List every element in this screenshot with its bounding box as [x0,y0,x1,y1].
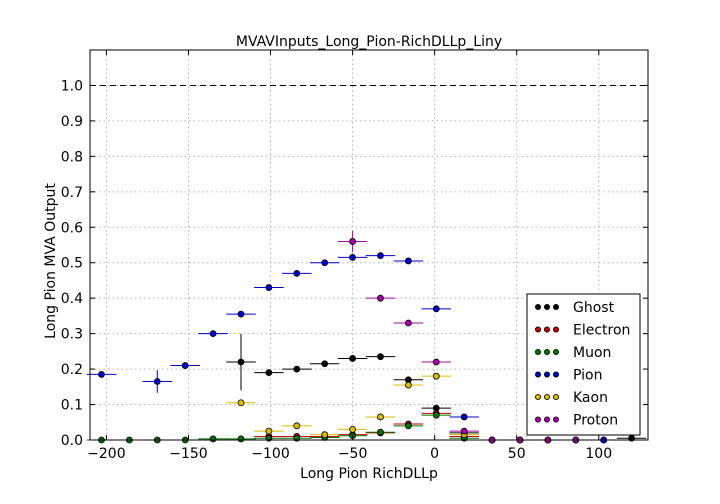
data-point [404,381,412,389]
y-tick-label: 0.4 [61,291,83,307]
data-point [237,358,245,366]
data-point [377,294,384,302]
legend-marker [553,416,560,423]
data-point [432,305,440,313]
data-point [404,422,412,430]
legend-marker [553,348,560,355]
y-tick-label: 0.3 [61,327,83,343]
data-point [237,399,245,407]
y-tick-label: 1.0 [61,78,83,94]
data-point [460,427,468,435]
data-point [349,425,356,433]
x-tick-label: −200 [87,446,125,462]
legend-marker [553,393,560,400]
y-tick-label: 0.1 [61,398,83,414]
axis-ticks: −200 −150 −100 −50 0 50 100 0.0 0.1 0.2 0.3 0.4 0.5 0… [61,50,648,462]
chart-title: MVAVInputs_Long_Pion-RichDLLp_Liny [236,34,502,50]
data-point [209,435,217,443]
legend-marker [553,303,560,310]
data-point [432,372,440,380]
legend-item-pion: Pion [535,368,602,384]
data-point [432,411,440,419]
data-point [321,259,329,267]
data-point [404,319,412,327]
data-point [153,378,161,385]
legend-label: Muon [573,345,611,361]
y-tick-label: 0.2 [61,362,83,378]
x-tick-label: 100 [585,446,612,462]
data-point [349,254,356,261]
y-tick-label: 0.8 [61,149,83,165]
legend-item-electron: Electron [535,323,630,339]
legend-item-kaon: Kaon [535,390,608,406]
legend-marker [544,416,551,423]
x-axis-label: Long Pion RichDLLp [300,466,438,482]
x-tick-label: 0 [430,446,439,462]
legend-marker [544,348,551,355]
legend-label: Electron [573,323,630,339]
x-tick-label: 50 [508,446,526,462]
legend-marker [535,303,542,310]
data-point [181,362,189,369]
data-point [321,360,329,368]
legend-item-muon: Muon [535,345,611,361]
data-point [98,371,105,378]
series-pion [86,252,619,444]
data-point [293,422,301,430]
legend-marker [535,371,542,378]
legend-marker [535,326,542,333]
data-point [265,284,273,291]
legend-marker [535,416,542,423]
legend-marker [535,348,542,355]
legend-label: Pion [573,368,602,384]
data-point [377,413,384,421]
data-point [293,365,301,373]
x-tick-label: −100 [251,446,289,462]
legend-item-ghost: Ghost [535,300,615,316]
plot-area [89,49,649,441]
legend-label: Proton [573,413,618,429]
data-point [404,257,412,265]
legend-item-proton: Proton [535,413,618,429]
legend-box [526,293,641,436]
legend-label: Kaon [573,390,608,406]
data-point [460,413,468,421]
legend-marker [535,393,542,400]
y-tick-label: 0.7 [61,185,83,201]
legend-marker [553,371,560,378]
data-point [349,355,356,362]
y-tick-label: 0.5 [61,256,83,272]
legend-marker [544,371,551,378]
y-tick-label: 0.0 [61,433,83,449]
legend-marker [544,393,551,400]
legend-marker [544,303,551,310]
data-point [209,330,217,338]
y-tick-label: 0.9 [61,114,83,130]
legend: Ghost Electron Muon Pion Kaon Proton [526,293,641,436]
data-point [377,428,384,436]
data-point [265,369,273,377]
data-point [377,252,384,260]
data-point [377,353,384,361]
data-point [349,238,356,245]
legend-marker [544,326,551,333]
data-point [293,269,301,277]
data-point [432,358,440,366]
data-point [265,427,273,435]
x-tick-label: −150 [169,446,207,462]
x-tick-label: −50 [338,446,368,462]
data-point [237,310,245,318]
legend-label: Ghost [573,300,615,316]
data-point [237,435,245,443]
y-tick-label: 0.6 [61,220,83,236]
y-axis-label: Long Pion MVA Output [43,183,59,339]
legend-marker [553,326,560,333]
data-point [321,431,329,439]
